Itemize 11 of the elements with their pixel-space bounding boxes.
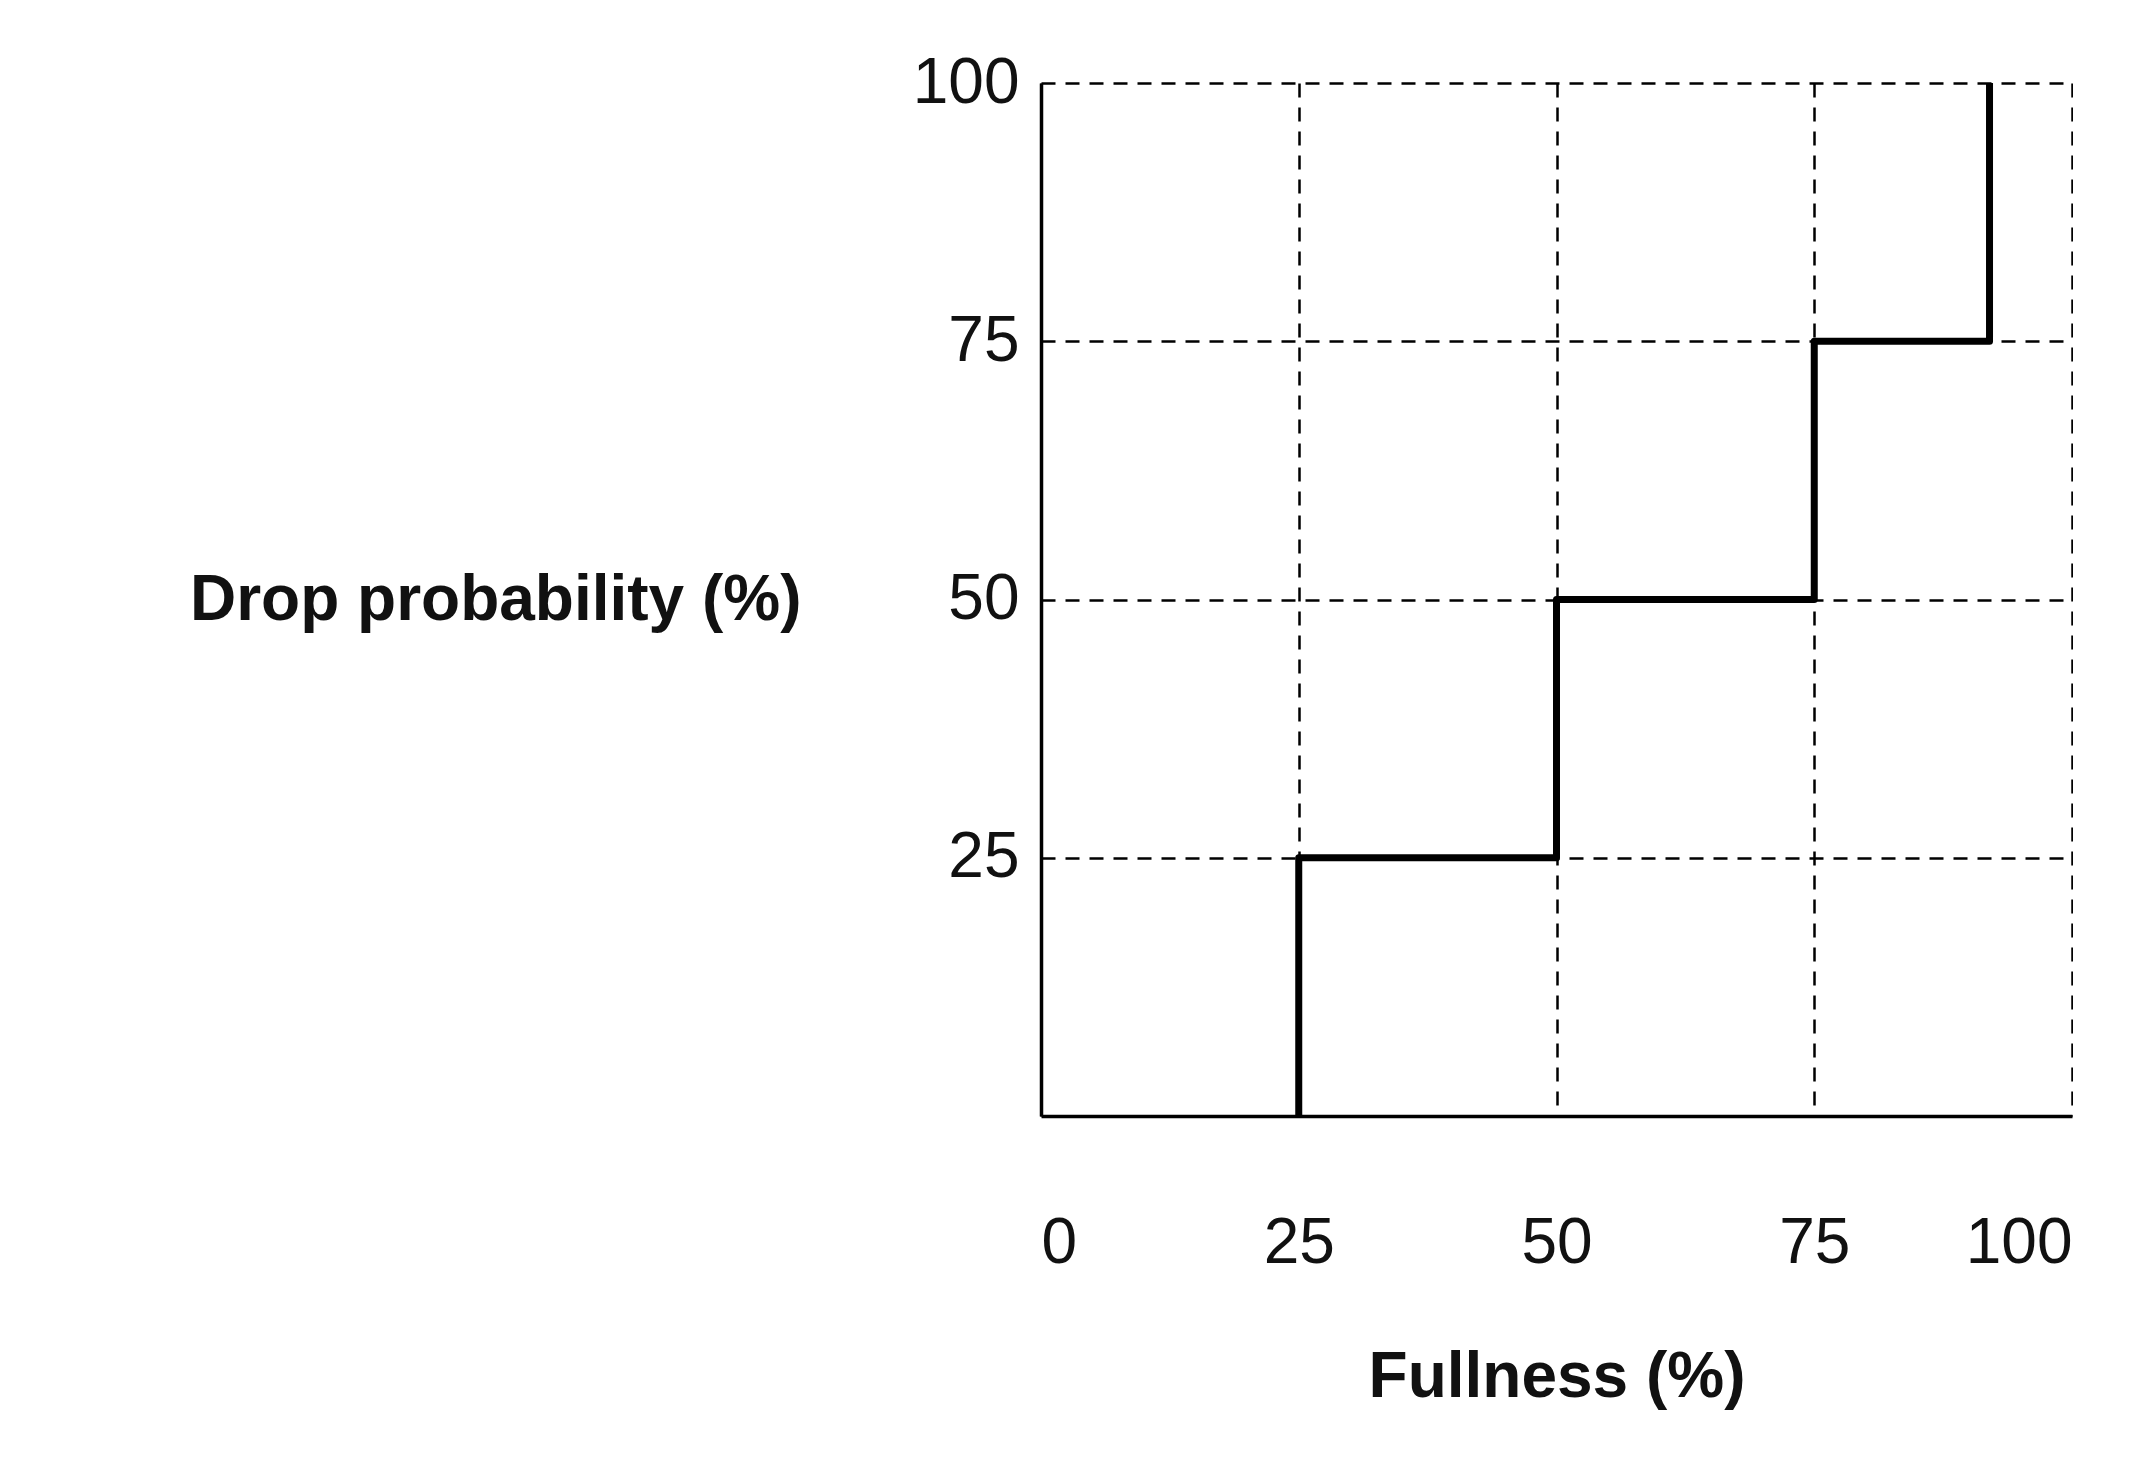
y-tick-label: 75 bbox=[948, 302, 1020, 375]
x-tick-label: 0 bbox=[1041, 1204, 1078, 1277]
y-tick-label: 25 bbox=[948, 819, 1020, 892]
x-axis-title: Fullness (%) bbox=[1368, 1338, 1746, 1411]
x-tick-label: 100 bbox=[1965, 1204, 2073, 1277]
x-tick-label: 75 bbox=[1779, 1204, 1851, 1277]
y-tick-label: 50 bbox=[948, 561, 1020, 633]
x-tick-label: 50 bbox=[1521, 1204, 1593, 1277]
x-tick-label: 25 bbox=[1263, 1204, 1335, 1277]
y-axis-title: Drop probability (%) bbox=[189, 561, 802, 634]
y-tick-label: 100 bbox=[912, 44, 1020, 117]
